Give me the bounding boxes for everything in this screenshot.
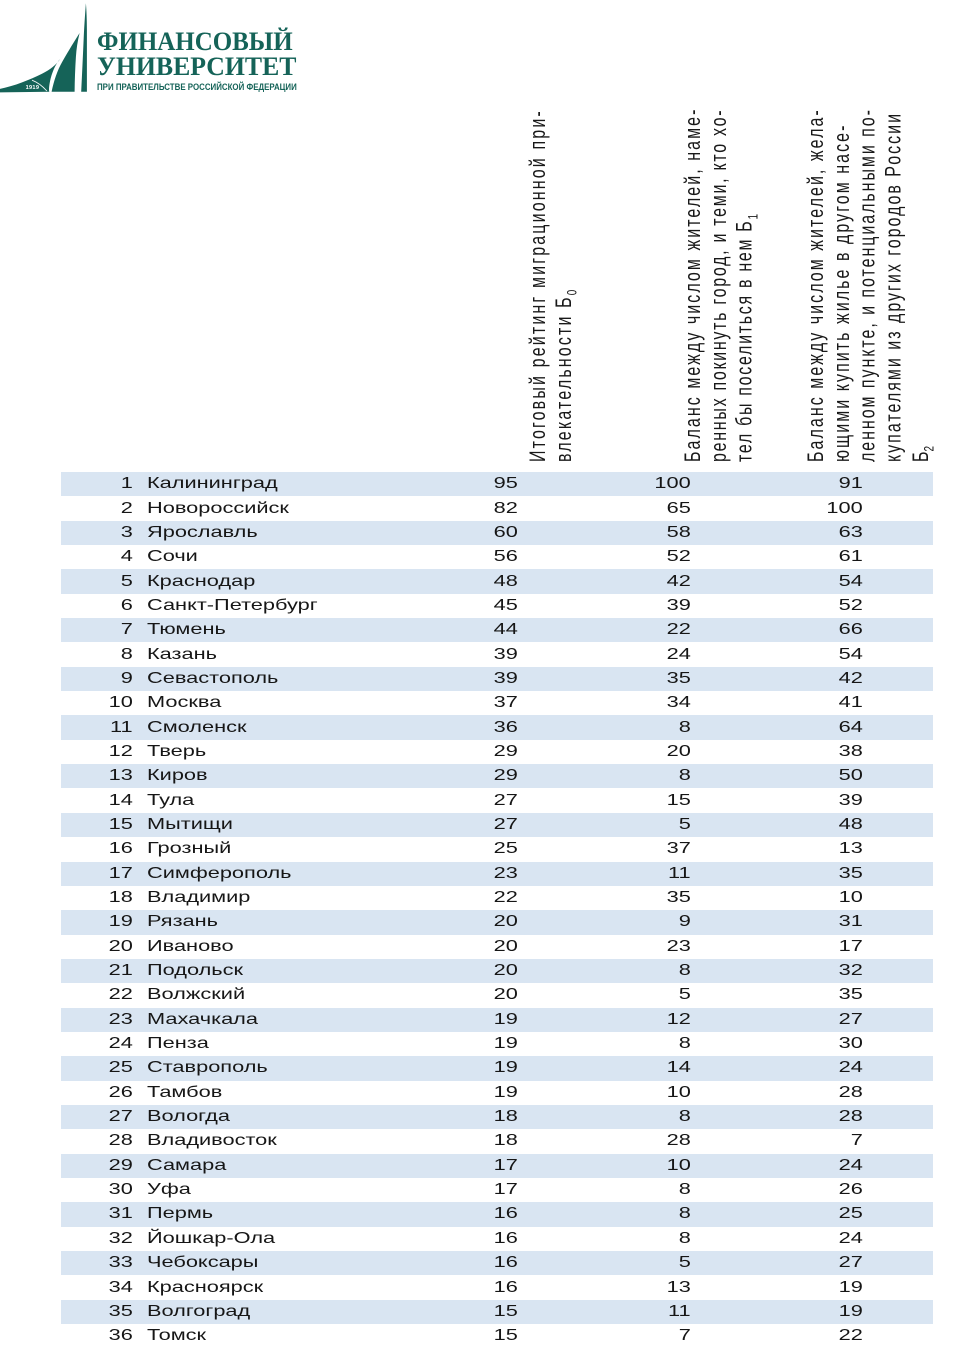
svg-text:1919: 1919 xyxy=(26,85,40,91)
